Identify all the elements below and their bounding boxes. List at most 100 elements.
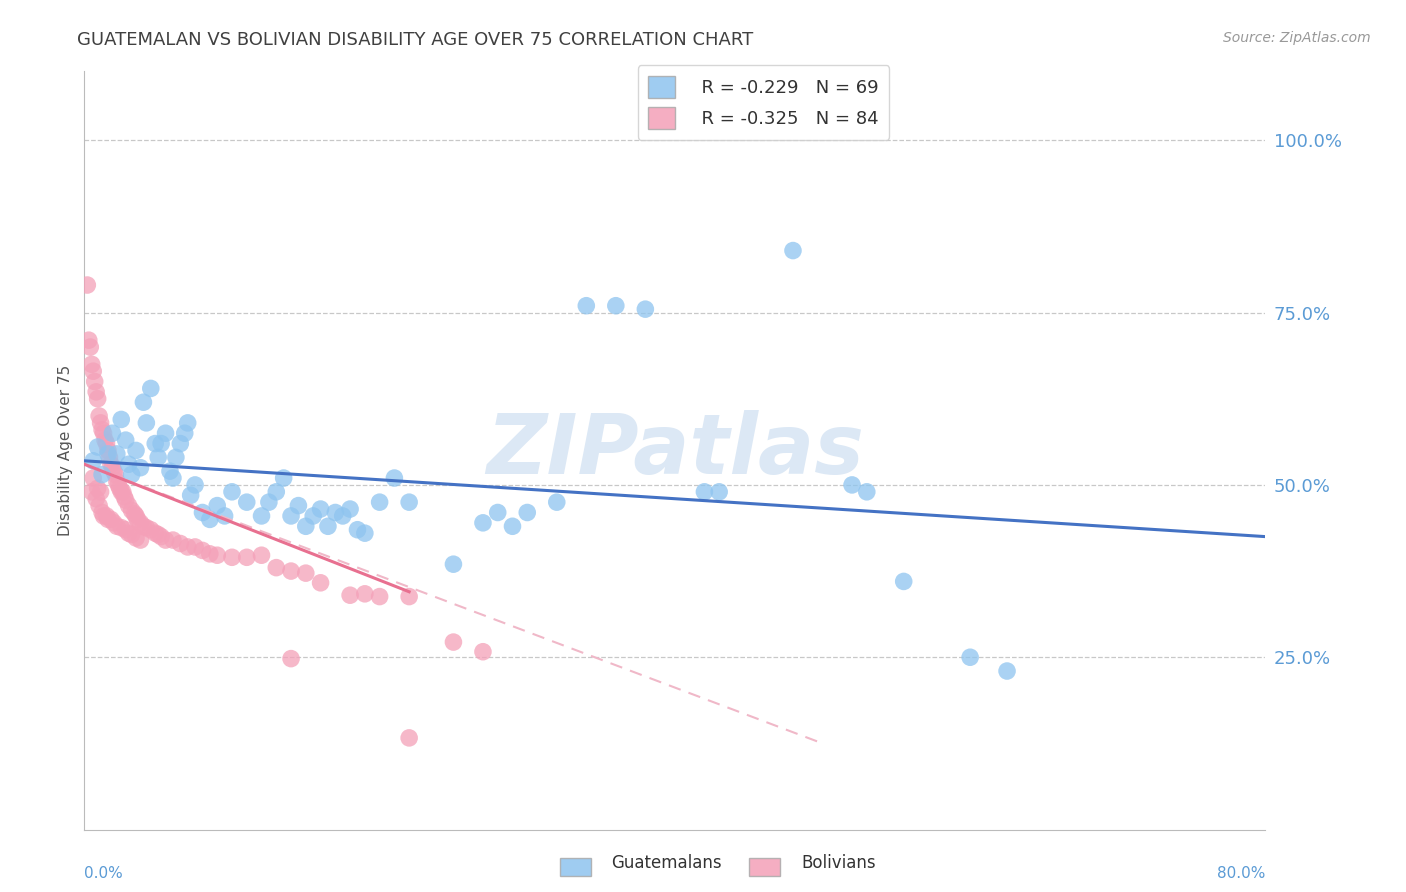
Point [148,527,170,541]
Point [97,447,120,461]
Point [339,588,361,602]
Point [709,484,731,499]
Text: 80.0%: 80.0% [1218,866,1265,881]
Point [110,484,132,499]
Point [108,482,131,496]
Point [856,484,879,499]
Point [114,433,136,447]
Point [782,244,804,258]
Point [443,635,465,649]
Point [125,508,148,523]
Point [86,392,108,406]
Point [150,530,173,544]
Legend:   R = -0.229   N = 69,   R = -0.325   N = 84: R = -0.229 N = 69, R = -0.325 N = 84 [637,65,890,140]
Point [155,426,177,441]
Point [368,590,391,604]
Point [132,519,155,533]
Point [97,443,120,458]
Point [121,467,143,482]
Point [96,508,118,523]
Point [280,508,302,523]
Point [101,426,124,441]
Point [169,436,191,450]
Point [91,467,114,482]
Point [221,550,243,565]
Point [250,508,273,523]
Point [86,482,108,496]
Point [103,516,125,530]
Point [105,519,128,533]
Point [605,299,627,313]
Point [90,484,112,499]
Point [127,512,149,526]
Point [155,533,177,547]
Point [80,484,103,499]
Point [79,340,101,354]
Point [139,381,162,395]
Point [693,484,716,499]
Point [124,507,146,521]
Point [295,519,318,533]
Point [257,495,280,509]
Text: ZIPatlas: ZIPatlas [486,410,863,491]
Point [107,478,129,492]
Point [280,651,302,665]
Point [368,495,391,509]
Point [546,495,568,509]
Text: 0.0%: 0.0% [84,866,124,881]
Point [177,416,200,430]
Point [82,454,104,468]
Point [486,506,509,520]
Point [191,543,214,558]
Point [398,590,420,604]
Point [184,478,207,492]
Point [191,506,214,520]
Point [443,557,465,572]
Point [105,475,128,489]
Y-axis label: Disability Age Over 75: Disability Age Over 75 [58,365,73,536]
Point [97,512,120,526]
Point [173,426,195,441]
Point [302,508,325,523]
Point [100,512,122,526]
Point [93,426,115,441]
Point [84,384,107,399]
Text: Bolivians: Bolivians [801,855,876,872]
Point [250,548,273,562]
Point [87,409,111,423]
Point [162,533,184,547]
Point [214,508,236,523]
Point [132,395,155,409]
Point [87,499,111,513]
Point [207,499,229,513]
Point [159,464,181,478]
Point [91,506,114,520]
Point [91,423,114,437]
Point [150,436,173,450]
Point [398,495,420,509]
Point [112,490,135,504]
Point [80,357,103,371]
Point [354,587,377,601]
Point [325,506,347,520]
Point [114,523,136,537]
Point [129,533,152,547]
Point [82,364,104,378]
Point [287,499,309,513]
Point [125,443,148,458]
Point [354,526,377,541]
Point [198,512,221,526]
Point [135,416,157,430]
Point [273,471,295,485]
Point [135,521,157,535]
Point [309,502,332,516]
Point [309,575,332,590]
Point [148,450,170,465]
Point [472,516,495,530]
Point [236,550,259,565]
Point [110,521,132,535]
Text: Source: ZipAtlas.com: Source: ZipAtlas.com [1223,31,1371,45]
Point [139,523,162,537]
Point [105,447,128,461]
Point [143,526,166,541]
